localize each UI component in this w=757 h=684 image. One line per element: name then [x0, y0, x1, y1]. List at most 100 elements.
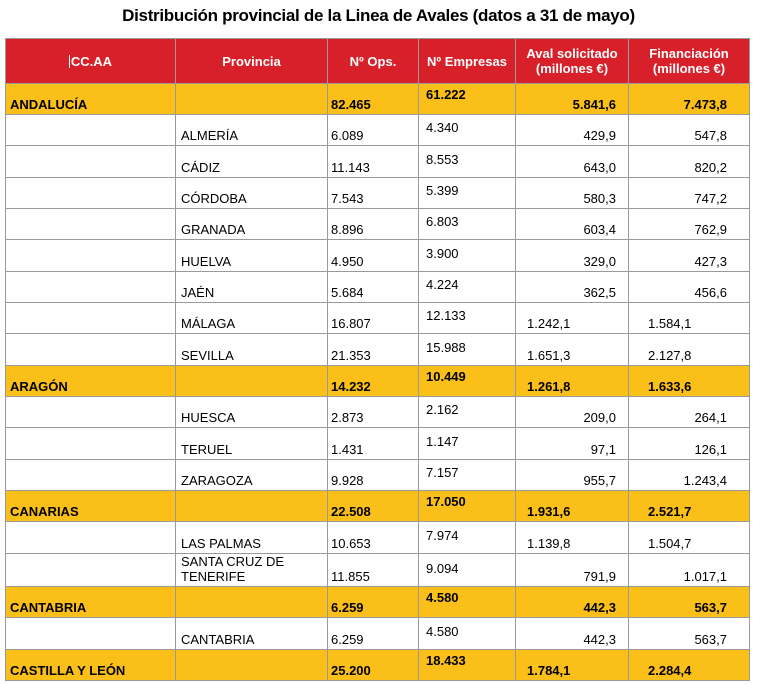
cell-provincia[interactable]: ALMERÍA — [175, 114, 328, 146]
cell-ops[interactable]: 11.855 — [327, 553, 419, 587]
cell-ops[interactable]: 11.143 — [327, 145, 419, 178]
cell-financiacion[interactable]: 762,9 — [628, 208, 750, 240]
cell-aval[interactable]: 643,0 — [515, 145, 629, 178]
cell-ops[interactable]: 7.543 — [327, 177, 419, 209]
cell-ccaa[interactable] — [5, 617, 176, 650]
cell-provincia[interactable]: HUESCA — [175, 396, 328, 428]
cell-ops[interactable]: 4.950 — [327, 239, 419, 272]
cell-financiacion[interactable]: 1.504,7 — [628, 521, 750, 554]
cell-empresas[interactable]: 9.094 — [418, 553, 516, 587]
cell-provincia[interactable]: MÁLAGA — [175, 302, 328, 334]
cell-ccaa[interactable] — [5, 396, 176, 428]
cell-ccaa[interactable] — [5, 177, 176, 209]
cell-ccaa[interactable] — [5, 553, 176, 587]
cell-ops[interactable]: 16.807 — [327, 302, 419, 334]
cell-ops[interactable]: 21.353 — [327, 333, 419, 366]
cell-empresas[interactable]: 8.553 — [418, 145, 516, 178]
cell-aval[interactable]: 442,3 — [515, 617, 629, 650]
cell-empresas[interactable]: 4.340 — [418, 114, 516, 146]
cell-ccaa[interactable] — [5, 459, 176, 491]
cell-financiacion[interactable]: 7.473,8 — [628, 83, 750, 115]
cell-provincia[interactable] — [175, 490, 328, 522]
cell-provincia[interactable]: JAÉN — [175, 271, 328, 303]
cell-financiacion[interactable]: 2.127,8 — [628, 333, 750, 366]
header-aval[interactable]: Aval solicitado (millones €) — [515, 38, 629, 84]
cell-financiacion[interactable]: 427,3 — [628, 239, 750, 272]
cell-aval[interactable]: 580,3 — [515, 177, 629, 209]
cell-ops[interactable]: 22.508 — [327, 490, 419, 522]
cell-aval[interactable]: 1.651,3 — [515, 333, 629, 366]
cell-aval[interactable]: 791,9 — [515, 553, 629, 587]
cell-provincia[interactable]: CÁDIZ — [175, 145, 328, 178]
cell-aval[interactable]: 1.139,8 — [515, 521, 629, 554]
cell-financiacion[interactable]: 456,6 — [628, 271, 750, 303]
header-provincia[interactable]: Provincia — [175, 38, 328, 84]
cell-provincia[interactable]: HUELVA — [175, 239, 328, 272]
header-ccaa[interactable]: CC.AA — [5, 38, 176, 84]
cell-aval[interactable]: 603,4 — [515, 208, 629, 240]
cell-financiacion[interactable]: 2.521,7 — [628, 490, 750, 522]
cell-empresas[interactable]: 7.157 — [418, 459, 516, 491]
cell-financiacion[interactable]: 747,2 — [628, 177, 750, 209]
cell-ccaa[interactable] — [5, 239, 176, 272]
cell-ccaa[interactable]: ARAGÓN — [5, 365, 176, 397]
cell-aval[interactable]: 97,1 — [515, 427, 629, 460]
cell-financiacion[interactable]: 2.284,4 — [628, 649, 750, 681]
header-ops[interactable]: Nº Ops. — [327, 38, 419, 84]
cell-aval[interactable]: 429,9 — [515, 114, 629, 146]
cell-financiacion[interactable]: 1.584,1 — [628, 302, 750, 334]
cell-provincia[interactable]: SANTA CRUZ DE TENERIFE — [175, 553, 328, 587]
cell-empresas[interactable]: 15.988 — [418, 333, 516, 366]
cell-ops[interactable]: 10.653 — [327, 521, 419, 554]
cell-aval[interactable]: 209,0 — [515, 396, 629, 428]
cell-ccaa[interactable] — [5, 271, 176, 303]
cell-ops[interactable]: 82.465 — [327, 83, 419, 115]
cell-ccaa[interactable] — [5, 145, 176, 178]
cell-ops[interactable]: 5.684 — [327, 271, 419, 303]
cell-empresas[interactable]: 7.974 — [418, 521, 516, 554]
cell-aval[interactable]: 362,5 — [515, 271, 629, 303]
cell-ccaa[interactable]: ANDALUCÍA — [5, 83, 176, 115]
cell-provincia[interactable] — [175, 586, 328, 618]
header-empresas[interactable]: Nº Empresas — [418, 38, 516, 84]
cell-financiacion[interactable]: 1.243,4 — [628, 459, 750, 491]
cell-ccaa[interactable] — [5, 114, 176, 146]
cell-provincia[interactable]: LAS PALMAS — [175, 521, 328, 554]
cell-ccaa[interactable] — [5, 521, 176, 554]
cell-ops[interactable]: 2.873 — [327, 396, 419, 428]
cell-empresas[interactable]: 4.580 — [418, 617, 516, 650]
header-financiacion[interactable]: Financiación (millones €) — [628, 38, 750, 84]
cell-ccaa[interactable]: CASTILLA Y LEÓN — [5, 649, 176, 681]
cell-ops[interactable]: 9.928 — [327, 459, 419, 491]
cell-empresas[interactable]: 3.900 — [418, 239, 516, 272]
cell-ccaa[interactable] — [5, 333, 176, 366]
cell-empresas[interactable]: 17.050 — [418, 490, 516, 522]
cell-empresas[interactable]: 2.162 — [418, 396, 516, 428]
cell-financiacion[interactable]: 1.633,6 — [628, 365, 750, 397]
cell-empresas[interactable]: 4.580 — [418, 586, 516, 618]
cell-aval[interactable]: 442,3 — [515, 586, 629, 618]
cell-ops[interactable]: 6.089 — [327, 114, 419, 146]
cell-empresas[interactable]: 5.399 — [418, 177, 516, 209]
cell-aval[interactable]: 329,0 — [515, 239, 629, 272]
cell-financiacion[interactable]: 264,1 — [628, 396, 750, 428]
cell-empresas[interactable]: 1.147 — [418, 427, 516, 460]
cell-empresas[interactable]: 18.433 — [418, 649, 516, 681]
cell-financiacion[interactable]: 126,1 — [628, 427, 750, 460]
cell-aval[interactable]: 1.242,1 — [515, 302, 629, 334]
cell-ccaa[interactable] — [5, 302, 176, 334]
cell-ops[interactable]: 6.259 — [327, 617, 419, 650]
cell-provincia[interactable]: SEVILLA — [175, 333, 328, 366]
cell-aval[interactable]: 1.261,8 — [515, 365, 629, 397]
cell-provincia[interactable]: CÓRDOBA — [175, 177, 328, 209]
cell-provincia[interactable]: CANTABRIA — [175, 617, 328, 650]
cell-empresas[interactable]: 61.222 — [418, 83, 516, 115]
cell-provincia[interactable]: TERUEL — [175, 427, 328, 460]
cell-financiacion[interactable]: 563,7 — [628, 586, 750, 618]
cell-ops[interactable]: 8.896 — [327, 208, 419, 240]
cell-ccaa[interactable] — [5, 208, 176, 240]
cell-financiacion[interactable]: 1.017,1 — [628, 553, 750, 587]
cell-ops[interactable]: 6.259 — [327, 586, 419, 618]
cell-empresas[interactable]: 6.803 — [418, 208, 516, 240]
cell-empresas[interactable]: 10.449 — [418, 365, 516, 397]
